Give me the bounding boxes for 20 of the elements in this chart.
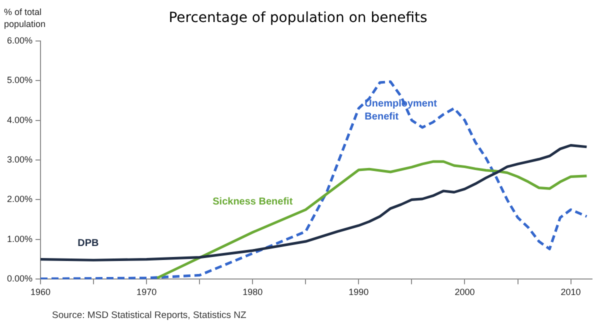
x-tick-label: 1960 <box>30 287 51 298</box>
source-note: Source: MSD Statistical Reports, Statistics NZ <box>52 310 246 321</box>
x-tick-label: 1970 <box>136 287 157 298</box>
x-tick-label: 1990 <box>348 287 369 298</box>
y-tick-label: 4.00% <box>6 114 33 125</box>
y-tick-label: 5.00% <box>6 75 33 86</box>
y-tick-label: 1.00% <box>6 234 33 244</box>
y-tick-label: 6.00% <box>6 35 33 46</box>
series-label: DPB <box>78 238 99 250</box>
x-tick-label: 2010 <box>560 287 581 298</box>
y-axis-title: % of total population <box>4 6 47 30</box>
y-tick-label: 0.00% <box>6 274 33 284</box>
x-tick-label: 1980 <box>242 287 263 298</box>
line-series <box>40 80 588 280</box>
y-tick-label: 2.00% <box>6 194 33 204</box>
y-tick-label: 3.00% <box>6 154 33 164</box>
series-label: Sickness Benefit <box>212 196 294 208</box>
x-tick-label: 2000 <box>454 287 475 298</box>
series-label: Unemployment Benefit <box>364 98 438 122</box>
chart-title: Percentage of population on benefits <box>168 10 428 26</box>
